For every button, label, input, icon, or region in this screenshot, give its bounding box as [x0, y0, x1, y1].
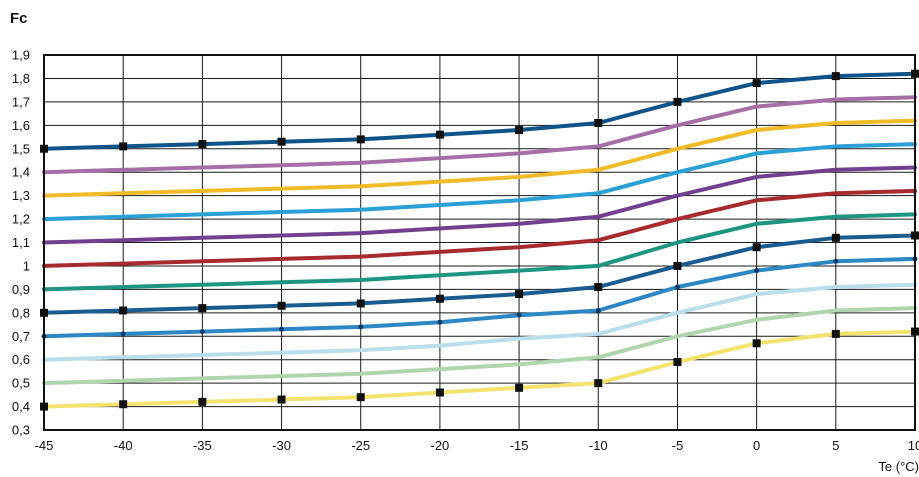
- x-tick-label: 10: [908, 438, 919, 453]
- data-point-marker: [673, 97, 682, 106]
- series-4: [42, 142, 917, 222]
- series-line: [42, 95, 917, 175]
- data-point-marker: [831, 233, 840, 242]
- y-tick-label: 0,4: [12, 399, 30, 414]
- data-point-marker: [277, 137, 286, 146]
- y-tick-label: 1,4: [12, 165, 30, 180]
- series-6: [42, 188, 917, 268]
- x-axis-title: Te (°C): [878, 459, 919, 474]
- data-point-marker: [831, 329, 840, 338]
- data-point-marker: [831, 72, 840, 81]
- series-line: [42, 71, 917, 151]
- y-tick-label: 1,2: [12, 212, 30, 227]
- x-tick-labels: -45 -40 -35 -30 -25 -20 -15 -10 -5 0 5 10: [35, 438, 919, 453]
- data-point-marker: [199, 329, 205, 335]
- data-point-marker: [437, 319, 443, 325]
- data-point-marker: [435, 388, 444, 397]
- data-point-marker: [119, 142, 128, 151]
- data-point-marker: [198, 397, 207, 406]
- x-tick-label: 5: [832, 438, 839, 453]
- series-12: [40, 327, 919, 411]
- series-line: [42, 233, 917, 315]
- data-point-marker: [120, 331, 126, 337]
- x-tick-label: -10: [589, 438, 608, 453]
- data-point-marker: [752, 79, 761, 88]
- data-point-marker: [279, 326, 285, 332]
- data-point-marker: [673, 261, 682, 270]
- y-tick-label: 0,8: [12, 305, 30, 320]
- series-line: [42, 212, 917, 292]
- series-7: [42, 212, 917, 292]
- y-tick-labels: 0,3 0,4 0,5 0,6 0,7 0,8 0,9 1 1,1 1,2 1,3 1,4 1,5 1,6…: [12, 48, 30, 438]
- y-tick-label: 1,9: [12, 48, 30, 63]
- x-tick-label: -40: [114, 438, 133, 453]
- y-tick-label: 1,3: [12, 188, 30, 203]
- y-tick-label: 1: [23, 258, 30, 273]
- series-5: [42, 165, 917, 245]
- x-tick-label: -45: [35, 438, 54, 453]
- data-point-marker: [833, 258, 839, 264]
- series-10: [42, 282, 917, 362]
- series-line: [42, 165, 917, 245]
- data-point-marker: [356, 299, 365, 308]
- data-point-marker: [752, 339, 761, 348]
- series-line: [42, 256, 917, 339]
- series-1: [40, 69, 919, 153]
- data-point-marker: [754, 268, 760, 274]
- series-3: [42, 118, 917, 198]
- series-line: [42, 142, 917, 222]
- y-tick-label: 1,5: [12, 141, 30, 156]
- data-point-marker: [594, 283, 603, 292]
- y-tick-label: 1,7: [12, 94, 30, 109]
- data-point-marker: [515, 290, 524, 299]
- data-point-marker: [435, 130, 444, 139]
- x-tick-label: -20: [431, 438, 450, 453]
- data-point-marker: [277, 395, 286, 404]
- data-point-marker: [515, 383, 524, 392]
- y-tick-label: 0,6: [12, 352, 30, 367]
- plot-frame: [43, 54, 916, 431]
- data-point-marker: [595, 307, 601, 313]
- data-point-marker: [674, 284, 680, 290]
- series-11: [42, 306, 917, 386]
- y-tick-label: 0,9: [12, 282, 30, 297]
- y-tick-label: 1,1: [12, 235, 30, 250]
- data-point-marker: [515, 126, 524, 134]
- data-point-marker: [198, 304, 207, 313]
- y-tick-label: 0,5: [12, 376, 30, 391]
- data-point-marker: [752, 243, 761, 252]
- data-point-marker: [356, 135, 365, 144]
- y-tick-label: 0,3: [12, 423, 30, 438]
- x-tick-label: -5: [672, 438, 684, 453]
- x-tick-label: 0: [753, 438, 760, 453]
- data-point-marker: [594, 118, 603, 127]
- x-tick-label: -15: [510, 438, 529, 453]
- x-tick-label: -30: [272, 438, 291, 453]
- plot-border: [43, 54, 916, 431]
- series-line: [42, 282, 917, 362]
- data-point-marker: [277, 301, 286, 310]
- data-point-marker: [435, 294, 444, 303]
- data-point-marker: [119, 306, 128, 315]
- data-point-marker: [516, 312, 522, 318]
- data-point-marker: [356, 393, 365, 402]
- series-line: [42, 188, 917, 268]
- y-tick-label: 1,6: [12, 118, 30, 133]
- series-2: [42, 95, 917, 175]
- data-point-marker: [594, 379, 603, 388]
- x-tick-label: -35: [193, 438, 212, 453]
- data-point-marker: [119, 400, 128, 409]
- x-tick-label: -25: [351, 438, 370, 453]
- series-line: [42, 329, 917, 409]
- y-tick-label: 0,7: [12, 329, 30, 344]
- series-line: [42, 118, 917, 198]
- data-point-marker: [358, 324, 364, 330]
- series-9: [41, 256, 918, 339]
- data-point-marker: [673, 358, 682, 367]
- data-point-marker: [198, 140, 207, 149]
- series-line: [42, 306, 917, 386]
- y-tick-label: 1,8: [12, 71, 30, 86]
- y-axis-title: Fc: [10, 10, 28, 27]
